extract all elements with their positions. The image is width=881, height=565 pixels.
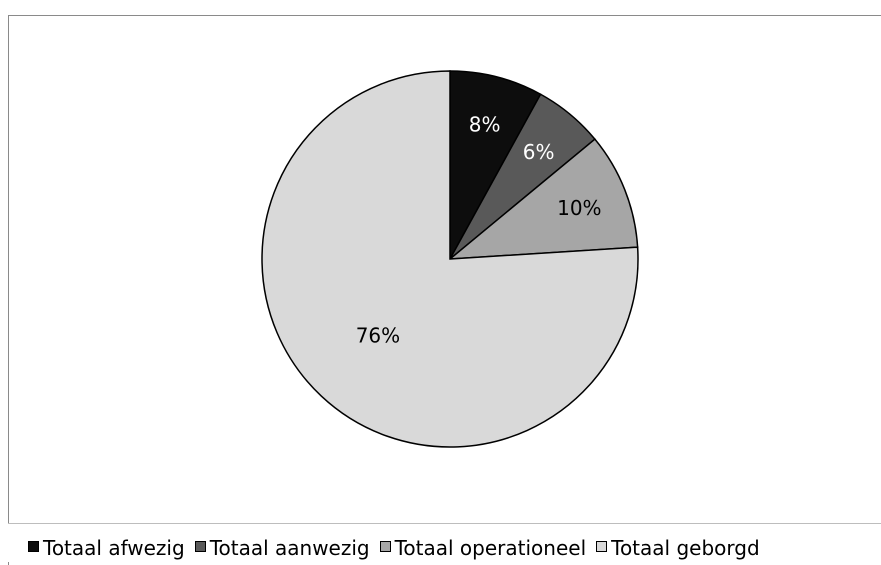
data-label-totaal-geborgd: 76%	[356, 324, 400, 348]
pie-slice-totaal-afwezig	[449, 70, 542, 260]
legend-swatch-totaal-geborgd	[596, 541, 608, 552]
legend-label-totaal-afwezig: Totaal afwezig	[43, 536, 185, 560]
data-label-totaal-operationeel: 10%	[557, 196, 601, 220]
legend-item-totaal-afwezig: Totaal afwezig	[28, 536, 185, 560]
legend-band	[8, 523, 881, 562]
legend-swatch-totaal-operationeel	[379, 541, 391, 552]
legend-swatch-totaal-aanwezig	[194, 541, 206, 552]
legend-label-totaal-operationeel: Totaal operationeel	[394, 536, 587, 560]
legend: Totaal afwezig Totaal aanwezig Totaal op…	[28, 536, 770, 560]
legend-item-totaal-geborgd: Totaal geborgd	[596, 536, 760, 560]
legend-swatch-totaal-afwezig	[28, 541, 39, 552]
data-label-totaal-afwezig: 8%	[469, 112, 501, 136]
legend-label-totaal-geborgd: Totaal geborgd	[611, 536, 760, 560]
data-label-totaal-aanwezig: 6%	[523, 140, 555, 164]
legend-label-totaal-aanwezig: Totaal aanwezig	[209, 536, 370, 560]
legend-item-totaal-aanwezig: Totaal aanwezig	[194, 536, 370, 560]
pie-slice-totaal-geborgd	[261, 70, 639, 448]
pie-slice-totaal-operationeel	[447, 138, 639, 260]
legend-item-totaal-operationeel: Totaal operationeel	[379, 536, 587, 560]
